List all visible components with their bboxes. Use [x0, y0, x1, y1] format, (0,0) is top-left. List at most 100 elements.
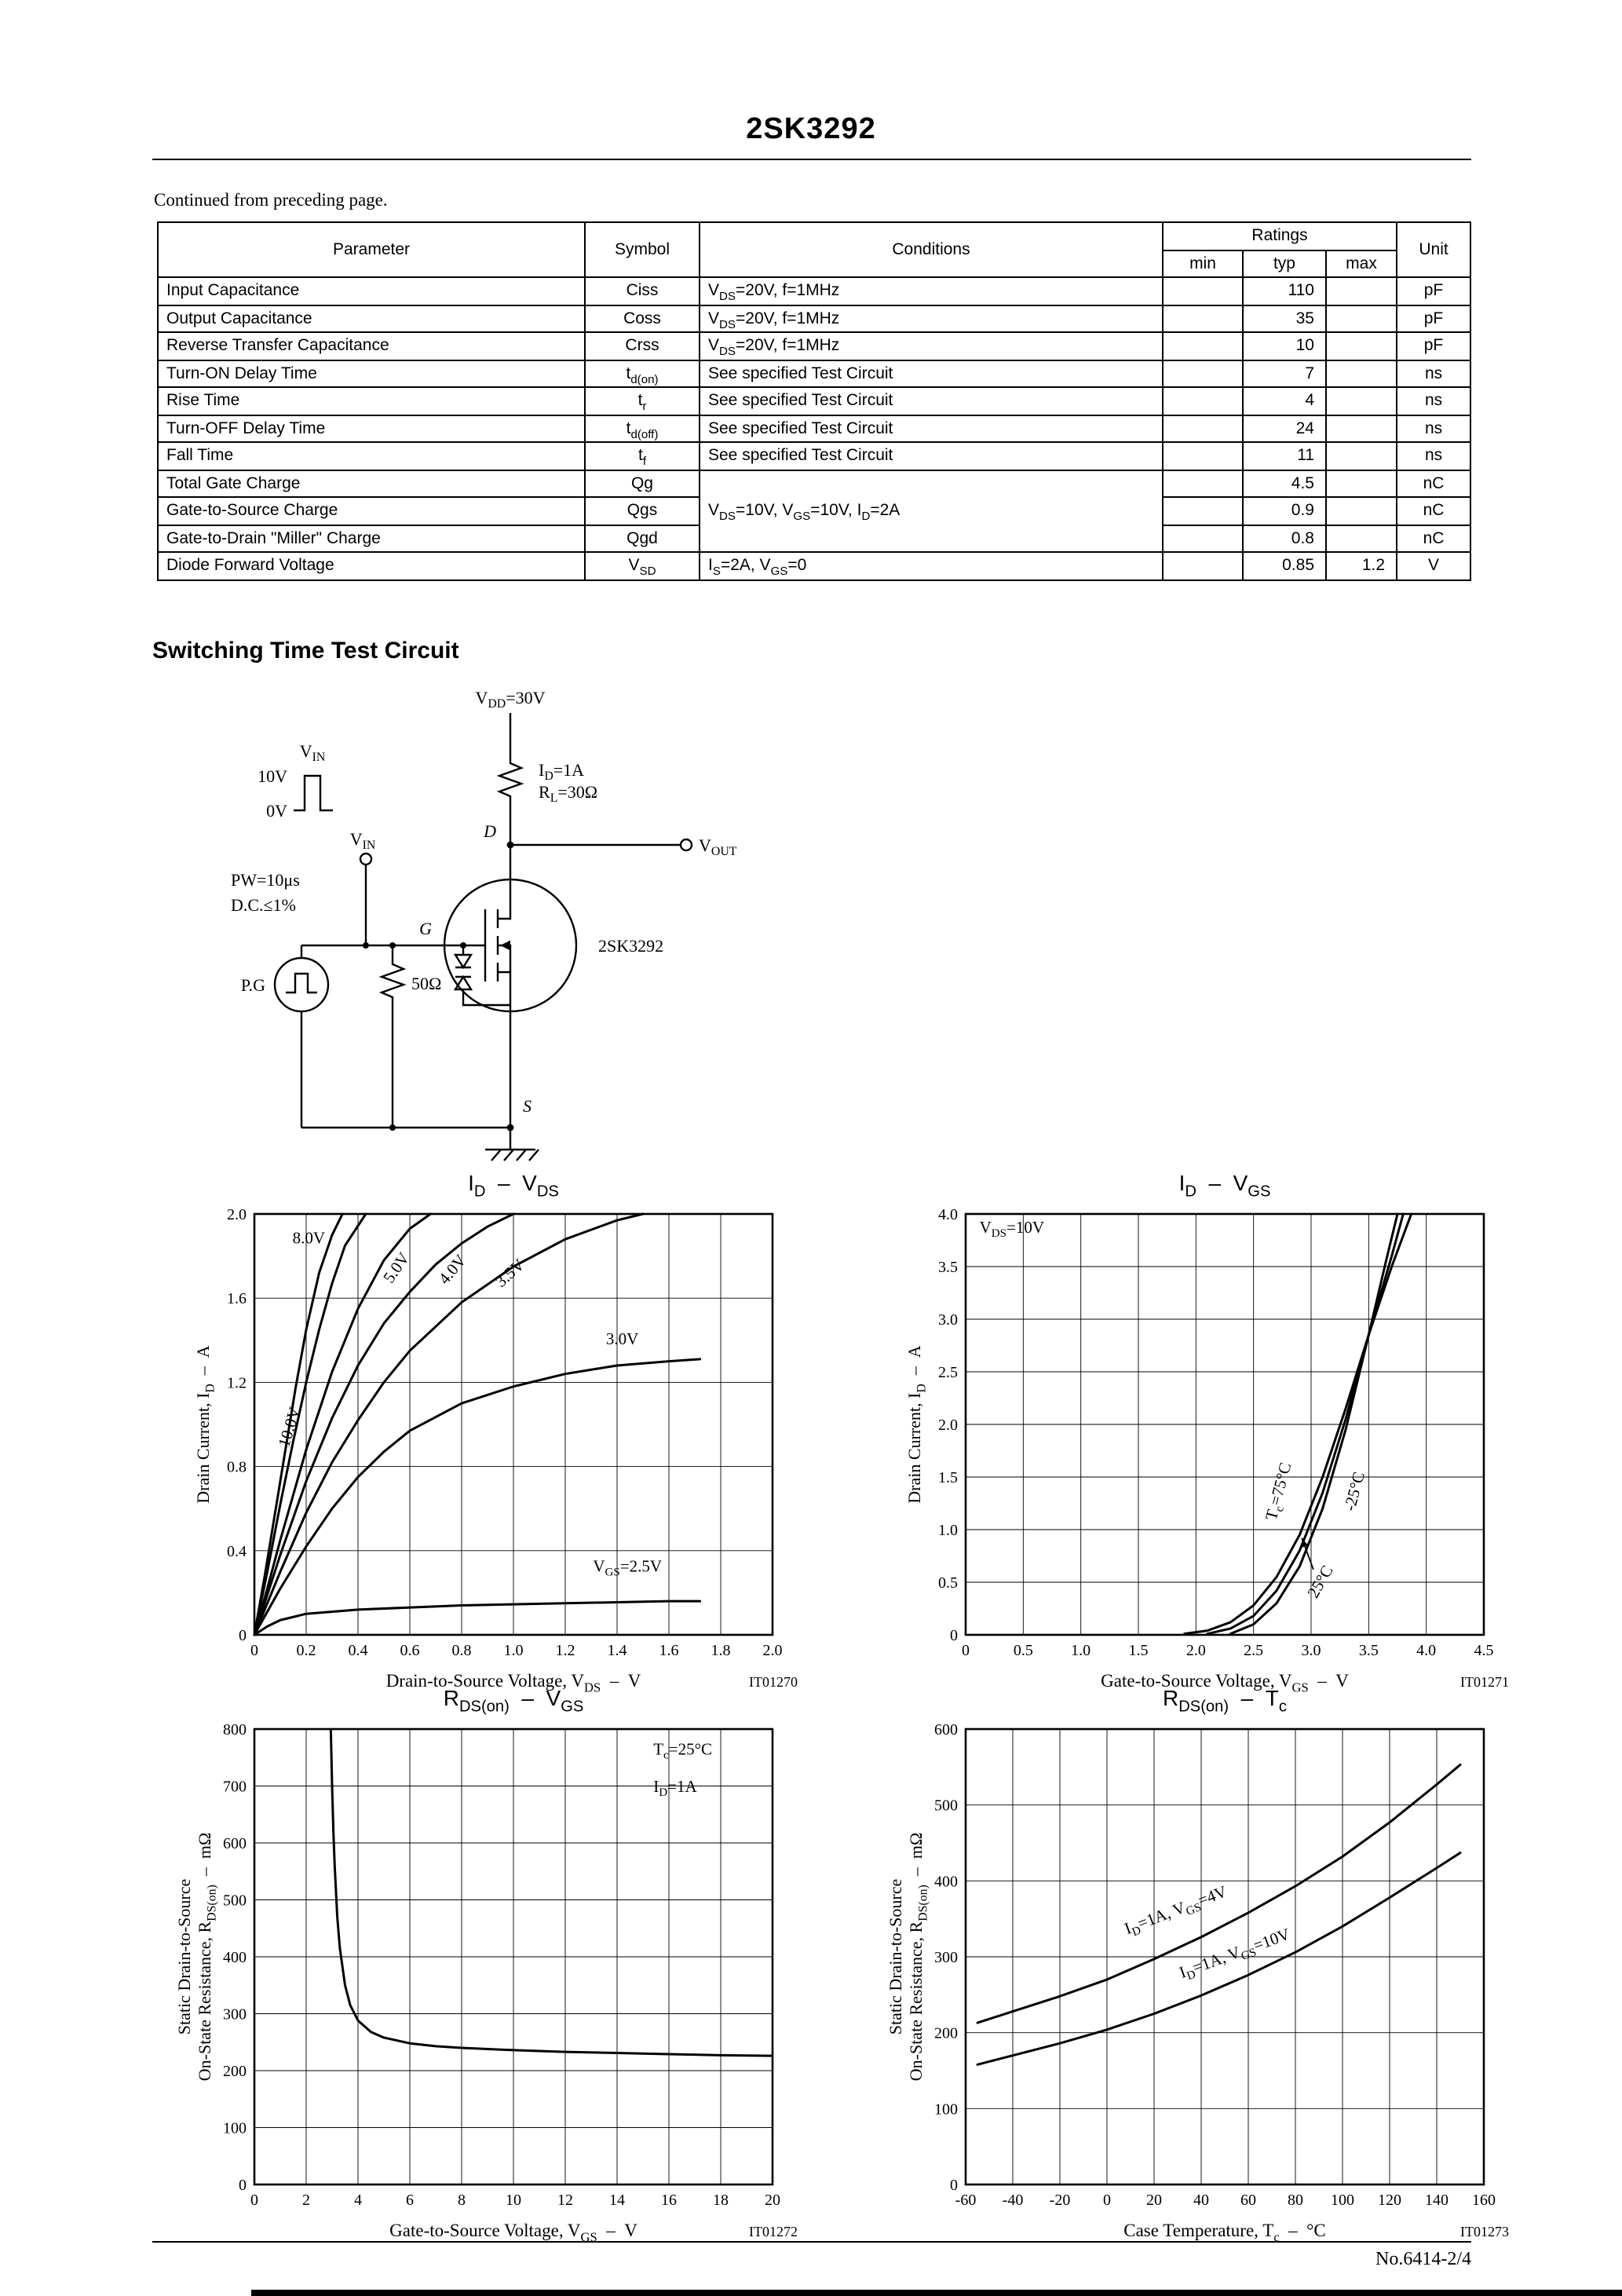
table-cell: Fall Time [157, 441, 586, 470]
y-tick-label: 500 [934, 1797, 958, 1815]
y-tick-label: 2.0 [938, 1417, 958, 1434]
table-cell: 0.8 [1242, 524, 1327, 553]
gate-protection-diodes [453, 945, 510, 1007]
column-header: Symbol [584, 221, 700, 278]
table-cell: Diode Forward Voltage [157, 551, 586, 580]
pulse-generator-label: P.G [241, 975, 265, 995]
x-tick-label: 6 [406, 2192, 414, 2209]
y-axis-label: Static Drain-to-Source On-State Resistan… [176, 1832, 219, 2082]
y-tick-label: 3.5 [938, 1259, 958, 1276]
curve-label: Tc=25°C [653, 1740, 712, 1762]
chart-id-vds-plot: 0 0.2 0.4 0.6 0.8 1.0 1.2 1.4 1.6 1.8 2.0 0 0.4 0.8 1.… [227, 1206, 783, 1659]
table-cell: nC [1396, 469, 1472, 498]
x-tick-label: 3.0 [1302, 1642, 1321, 1659]
table-cell: Gate-to-Source Charge [157, 496, 586, 525]
y-tick-label: 200 [223, 2063, 247, 2080]
x-tick-label: 0.6 [400, 1642, 420, 1659]
table-row: Turn-OFF Delay Time td(off) See specified … [157, 414, 1472, 443]
drain-node-label: D [483, 821, 496, 841]
data-curve [253, 1212, 645, 1636]
column-header: min [1162, 249, 1244, 278]
table-cell [1324, 469, 1398, 498]
continued-note: Continued from preceding page. [154, 192, 388, 210]
table-cell: Qg [584, 469, 700, 498]
table-cell [1162, 496, 1244, 525]
table-cell [1162, 441, 1244, 470]
x-tick-label: 0.4 [349, 1642, 368, 1659]
circuit-wires [300, 713, 680, 1150]
x-tick-label: 160 [1472, 2192, 1496, 2209]
table-cell: 4.5 [1242, 469, 1327, 498]
table-cell: Reverse Transfer Capacitance [157, 331, 586, 360]
figure-tag: IT01273 [1460, 2224, 1509, 2239]
data-curve [1229, 1212, 1399, 1636]
y-tick-label: 300 [934, 1949, 958, 1966]
load-resistor-symbol [496, 757, 524, 804]
x-tick-label: 16 [661, 2192, 677, 2209]
table-cell: See specified Test Circuit [699, 414, 1164, 443]
y-tick-label: 400 [934, 1873, 958, 1890]
table-cell: pF [1396, 276, 1472, 305]
gate-resistor-label: 50Ω [411, 974, 441, 993]
table-cell: Rise Time [157, 386, 586, 415]
x-axis-label: Case Temperature, Tc – °C [1123, 2222, 1326, 2245]
switching-time-test-circuit: VDD=30V ID=1A RL=30Ω D VOUT VIN G 2SK329… [231, 688, 737, 1161]
table-cell: See specified Test Circuit [699, 441, 1164, 470]
y-tick-label: 0 [950, 1627, 958, 1644]
table-cell: pF [1396, 304, 1472, 333]
x-tick-label: 0 [962, 1642, 970, 1659]
table-cell: Gate-to-Drain "Miller" Charge [157, 524, 586, 553]
table-cell: V [1396, 551, 1472, 580]
y-tick-label: 2.5 [938, 1364, 958, 1381]
x-tick-label: 4.0 [1416, 1642, 1436, 1659]
data-curve [253, 1358, 702, 1636]
table-cell: VDS=20V, f=1MHz [699, 331, 1164, 360]
curve-label: 10.0V [274, 1405, 304, 1450]
table-cell [1162, 551, 1244, 580]
y-tick-label: 0.8 [227, 1459, 247, 1476]
table-cell: 1.2 [1324, 551, 1398, 580]
table-cell [1324, 359, 1398, 388]
table-row: Turn-ON Delay Time td(on) See specified Te… [157, 359, 1472, 388]
x-tick-label: 40 [1193, 2192, 1209, 2209]
table-cell: 0.85 [1242, 551, 1327, 580]
x-tick-label: 3.5 [1359, 1642, 1379, 1659]
y-axis-label: Drain Current, ID – A [195, 1345, 217, 1504]
x-tick-label: 18 [713, 2192, 729, 2209]
y-tick-label: 1.2 [227, 1374, 247, 1391]
table-cell [1162, 469, 1244, 498]
table-cell [1162, 386, 1244, 415]
x-tick-label: 1.4 [608, 1642, 627, 1659]
table-cell [1162, 524, 1244, 553]
x-tick-label: 1.0 [1071, 1642, 1090, 1659]
table-cell: 0.9 [1242, 496, 1327, 525]
chart-id-vgs: ID – VGS Drain Current, ID – A 0 0.5 1.0 1.… [884, 1170, 1512, 1695]
curve-label: 4.0V [435, 1251, 470, 1288]
x-tick-label: 0.8 [452, 1642, 472, 1659]
table-row: Output Capacitance Coss VDS=20V, f=1MHz 35 p… [157, 304, 1472, 333]
table-row: Diode Forward Voltage VSD IS=2A, VGS=0 0.85… [157, 551, 1472, 580]
x-tick-label: 0.5 [1014, 1642, 1033, 1659]
x-tick-label: 10 [506, 2192, 521, 2209]
data-curve [253, 1212, 432, 1636]
data-curve [253, 1600, 702, 1636]
x-axis-label: Gate-to-Source Voltage, VGS – V [389, 2222, 637, 2245]
table-cell [1324, 304, 1398, 333]
device-label: 2SK3292 [598, 936, 663, 956]
table-row: Fall Time tf See specified Test Circuit 11 n… [157, 441, 1472, 470]
table-row: Total Gate Charge Qg VDS=10V, VGS=10V, ID=… [157, 469, 1472, 553]
table-cell: 7 [1242, 359, 1327, 388]
x-tick-label: 12 [557, 2192, 573, 2209]
ratings-table-wrap: Parameter Symbol Conditions Ratings Unit min t… [157, 221, 1472, 580]
table-cell [1162, 276, 1244, 305]
figure-tag: IT01270 [749, 1674, 798, 1690]
y-tick-label: 600 [223, 1835, 247, 1852]
curve-label: 3.0V [606, 1329, 638, 1348]
curve-label: ID=1A [653, 1777, 697, 1799]
column-header: Unit [1396, 221, 1472, 278]
x-tick-label: 80 [1288, 2192, 1303, 2209]
table-cell: VSD [584, 551, 700, 580]
vout-label: VOUT [699, 835, 737, 858]
chart-rdson-tc-plot: -60 -40 -20 0 20 40 60 80 100 120 140 160 0 100 200 300… [934, 1721, 1496, 2209]
